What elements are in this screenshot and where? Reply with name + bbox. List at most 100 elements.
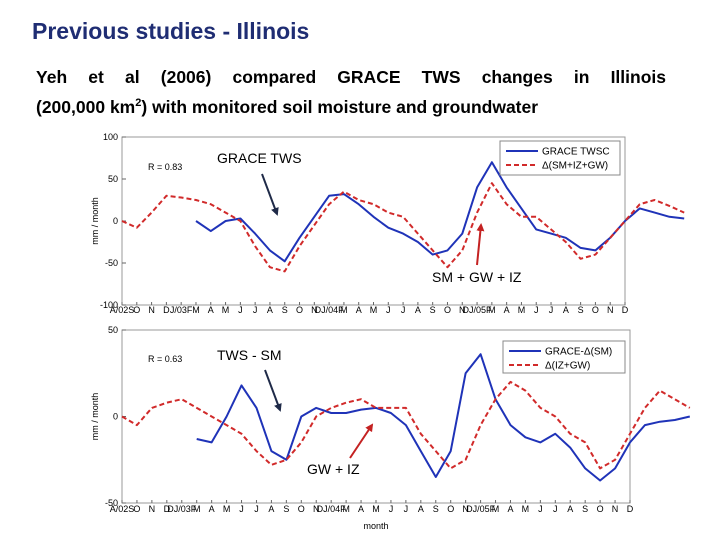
x-tick-label: J xyxy=(254,504,259,514)
x-tick-label: J xyxy=(534,305,539,315)
y-tick-label: 50 xyxy=(108,174,118,184)
y-tick-label: -50 xyxy=(105,498,118,508)
x-tick-label: D xyxy=(627,504,634,514)
x-tick-label: A xyxy=(268,504,274,514)
x-axis-label: month xyxy=(363,521,388,531)
x-tick-label: N xyxy=(313,504,320,514)
legend-box xyxy=(499,140,621,176)
y-tick-label: 50 xyxy=(108,325,118,335)
x-tick-label: J xyxy=(389,504,394,514)
x-tick-label: M xyxy=(370,305,378,315)
x-tick-label: M xyxy=(342,504,350,514)
x-tick-label: N xyxy=(311,305,318,315)
x-tick-label: M xyxy=(340,305,348,315)
annotation-top-arrow xyxy=(264,369,282,412)
x-tick-label: S xyxy=(283,504,289,514)
y-tick-label: -100 xyxy=(100,300,118,310)
annotation-top-label: GRACE TWS xyxy=(217,150,302,166)
legend-label: GRACE TWSC xyxy=(542,147,610,158)
x-tick-label: M xyxy=(222,305,230,315)
y-tick-label: 100 xyxy=(103,132,118,142)
x-tick-label: O xyxy=(597,504,604,514)
x-tick-label: S xyxy=(282,305,288,315)
slide-title: Previous studies - Illinois xyxy=(32,18,310,44)
x-tick-label: J/03F xyxy=(170,305,193,315)
x-tick-label: A xyxy=(209,504,215,514)
x-tick-label: N xyxy=(459,305,466,315)
description-line-1: Yeh et al (2006) compared GRACE TWS chan… xyxy=(36,67,666,87)
x-tick-label: N xyxy=(612,504,619,514)
x-tick-label: J xyxy=(239,504,244,514)
legend-label: Δ(SM+IZ+GW) xyxy=(542,161,608,172)
legend-label: GRACE-Δ(SM) xyxy=(545,347,612,358)
x-tick-label: M xyxy=(223,504,231,514)
x-tick-label: A xyxy=(358,504,364,514)
x-tick-label: J xyxy=(404,504,409,514)
annotation-bottom-arrow xyxy=(349,423,374,459)
y-axis-label: mm / month xyxy=(90,197,100,245)
x-tick-label: O xyxy=(447,504,454,514)
x-tick-label: M xyxy=(193,504,201,514)
annotation-bottom-arrow xyxy=(476,223,485,266)
x-tick-label: J xyxy=(538,504,543,514)
x-tick-label: M xyxy=(518,305,526,315)
x-tick-label: M xyxy=(192,305,200,315)
x-tick-label: N xyxy=(462,504,469,514)
x-tick-label: J xyxy=(238,305,243,315)
x-tick-label: A xyxy=(563,305,569,315)
x-tick-label: A xyxy=(418,504,424,514)
x-tick-label: S xyxy=(433,504,439,514)
x-tick-label: O xyxy=(592,305,599,315)
x-tick-label: A xyxy=(208,305,214,315)
annotation-top-arrow xyxy=(261,173,279,216)
x-tick-label: M xyxy=(488,305,496,315)
x-tick-label: J xyxy=(386,305,391,315)
series-line-solid xyxy=(196,353,691,482)
x-tick-label: DJ/05F xyxy=(466,504,496,514)
correlation-label: R = 0.63 xyxy=(148,354,182,364)
annotation-top-label: TWS - SM xyxy=(217,347,282,363)
x-tick-label: J xyxy=(549,305,554,315)
x-tick-label: DJ/04F xyxy=(315,305,345,315)
x-tick-label: A/02S xyxy=(110,504,135,514)
x-tick-label: M xyxy=(522,504,530,514)
x-tick-label: DJ/05F xyxy=(463,305,493,315)
x-tick-label: N xyxy=(149,504,156,514)
x-tick-label: A/02S xyxy=(110,305,135,315)
x-tick-label: J xyxy=(401,305,406,315)
x-tick-label: DJ/03F xyxy=(167,504,197,514)
description-line-2-sup: 2 xyxy=(135,97,142,109)
series-line-dashed xyxy=(121,380,691,470)
legend-box xyxy=(502,340,626,374)
x-tick-label: A xyxy=(356,305,362,315)
annotation-bottom-label: GW + IZ xyxy=(307,461,360,477)
x-tick-label: O xyxy=(133,504,140,514)
x-tick-label: DJ/04F xyxy=(317,504,347,514)
x-tick-label: S xyxy=(582,504,588,514)
legend-label: Δ(IZ+GW) xyxy=(545,361,590,372)
x-tick-label: D xyxy=(164,504,171,514)
x-tick-label: N xyxy=(607,305,614,315)
y-tick-label: -50 xyxy=(105,258,118,268)
y-axis-label: mm / month xyxy=(90,393,100,441)
correlation-label: R = 0.83 xyxy=(148,162,182,172)
x-tick-label: J xyxy=(253,305,258,315)
x-tick-label: A xyxy=(567,504,573,514)
x-tick-label: D xyxy=(622,305,629,315)
x-tick-label: O xyxy=(296,305,303,315)
series-line-dashed xyxy=(121,182,685,273)
x-tick-label: O xyxy=(133,305,140,315)
x-tick-label: M xyxy=(372,504,380,514)
x-tick-label: A xyxy=(415,305,421,315)
x-tick-label: N xyxy=(148,305,155,315)
description-line-2-pre: (200,000 km xyxy=(36,96,136,117)
x-tick-label: J xyxy=(553,504,558,514)
x-tick-label: A xyxy=(507,504,513,514)
description-line-2-post: ) with monitored soil moisture and groun… xyxy=(141,96,539,117)
x-tick-label: A xyxy=(267,305,273,315)
x-tick-label: M xyxy=(492,504,500,514)
series-line-solid xyxy=(195,161,685,263)
